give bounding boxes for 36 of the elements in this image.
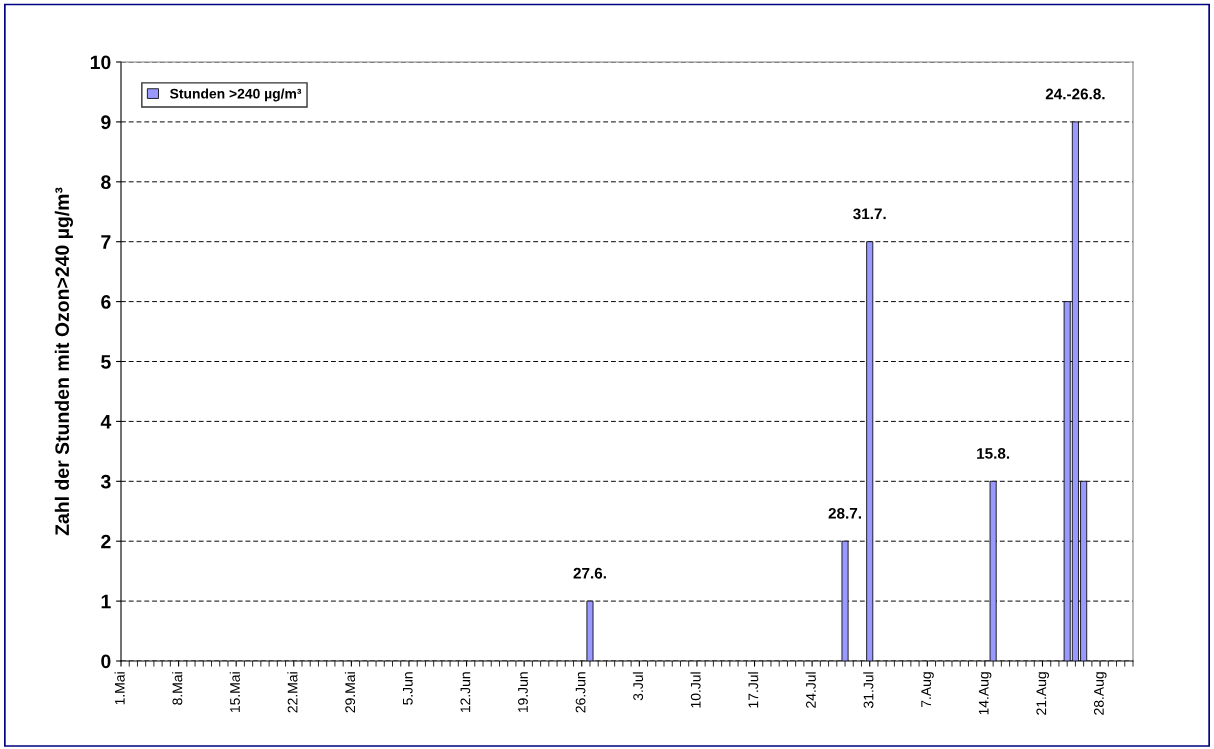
y-tick-label: 9 <box>101 115 111 130</box>
y-tick-label: 1 <box>101 594 111 609</box>
x-tick-label: 31.Jul <box>863 672 874 708</box>
x-tick-label: 17.Jul <box>748 672 759 708</box>
x-tick-label: 12.Jun <box>460 672 471 713</box>
x-tick-label: 29.Mai <box>344 672 356 713</box>
annotation: 28.7. <box>828 507 861 519</box>
x-tick-label: 7.Aug <box>921 672 934 707</box>
x-tick-label: 10.Jul <box>690 672 701 708</box>
annotation: 24.-26.8. <box>1045 88 1105 100</box>
x-tick-label: 1.Mai <box>114 672 125 705</box>
annotation: 15.8. <box>977 448 1010 459</box>
x-tick-label: 5.Jun <box>403 672 413 705</box>
y-tick-label: 7 <box>101 235 111 249</box>
y-tick-label: 3 <box>100 474 111 489</box>
x-tick-label: 28.Aug <box>1093 672 1107 715</box>
x-tick-label: 3.Jul <box>632 672 644 701</box>
y-tick-label: 2 <box>101 534 111 549</box>
y-tick-label: 4 <box>100 415 112 429</box>
x-tick-label: 8.Mai <box>172 672 183 705</box>
x-tick-label: 21.Aug <box>1036 672 1049 715</box>
y-tick-label: 10 <box>90 55 111 70</box>
y-tick-label: 8 <box>101 175 111 190</box>
y-tick-label: 0 <box>101 654 111 669</box>
x-tick-label: 26.Jun <box>575 672 586 713</box>
x-tick-label: 24.Jul <box>805 672 816 708</box>
y-tick-label: 5 <box>101 355 111 369</box>
x-tick-label: 14.Aug <box>978 672 992 715</box>
annotation: 27.6. <box>573 567 606 579</box>
x-tick-label: 15.Mai <box>229 672 240 713</box>
legend-label: Stunden >240 µg/m³ <box>170 88 302 102</box>
y-tick-label: 6 <box>101 295 111 309</box>
x-tick-label: 22.Mai <box>287 672 298 713</box>
annotation: 31.7. <box>853 208 886 220</box>
y-axis-title: Zahl der Stunden mit Ozon>240 µg/m³ <box>54 187 73 536</box>
x-tick-label: 19.Jun <box>518 672 528 713</box>
